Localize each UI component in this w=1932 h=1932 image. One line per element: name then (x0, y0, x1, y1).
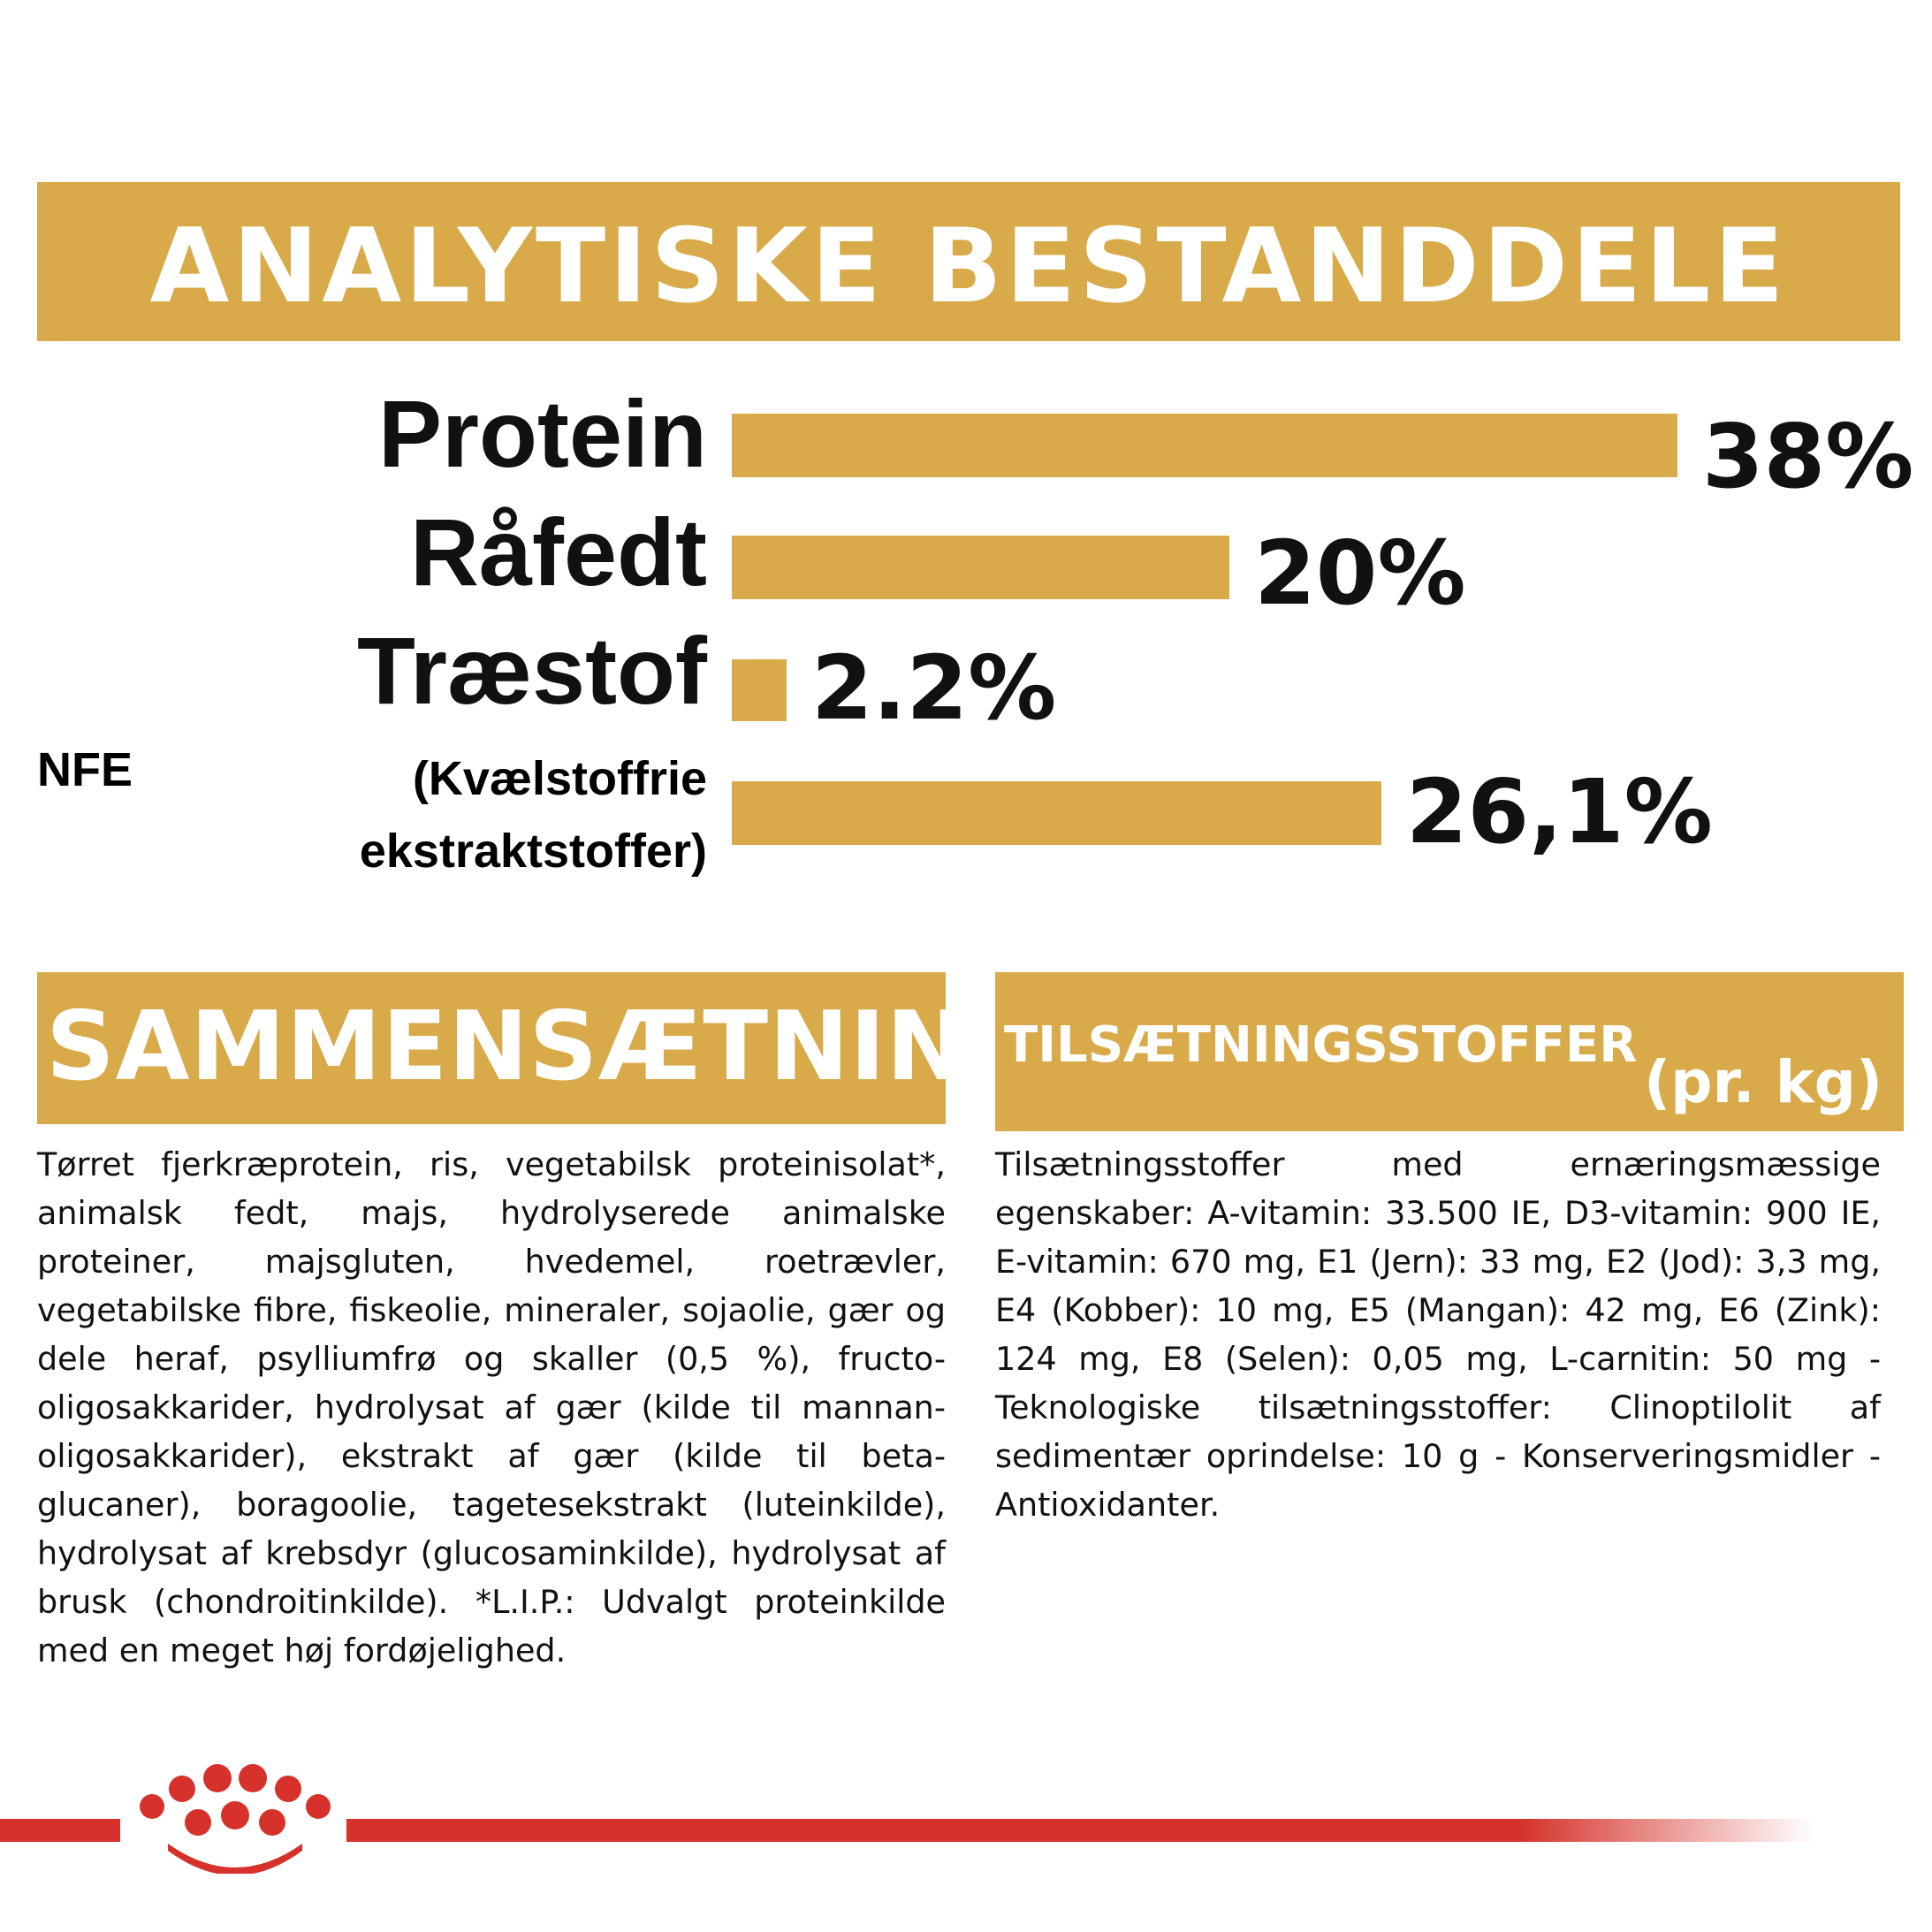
royal-canin-crown-icon (140, 1764, 331, 1874)
page-title: ANALYTISKE BESTANDDELE (149, 207, 1788, 326)
bar-protein (732, 414, 1677, 477)
additives-header: TILSÆTNINGSSTOFFER (pr. kg) (995, 972, 1904, 1131)
bar-label-nfe: (Kvælstoffrie ekstraktstoffer) (360, 742, 707, 887)
bar-label-rafedt: Råfedt (409, 498, 707, 605)
additives-text: Tilsætningsstoffer med ernæringsmæssige … (995, 1145, 1881, 1524)
additives-subtitle: (pr. kg) (1644, 1048, 1883, 1116)
nfe-label-line2: ekstraktstoffer) (359, 825, 707, 878)
nutrient-bar-chart: Protein Råfedt Træstof NFE (Kvælstoffrie… (0, 354, 1932, 901)
brand-line-right (346, 1819, 1814, 1842)
composition-text: Tørret fjerkræprotein, ris, vegetabilsk … (37, 1145, 946, 1670)
footer-brand-line (0, 1759, 1932, 1874)
bar-label-protein: Protein (377, 380, 707, 487)
bar-nfe (732, 781, 1381, 845)
composition-header: SAMMENSÆTNING (37, 972, 1046, 1124)
bar-value-protein: 38% (1702, 405, 1914, 508)
bar-traestof (732, 659, 787, 721)
additives-title: TILSÆTNINGSSTOFFER (1004, 1016, 1638, 1074)
header-band: ANALYTISKE BESTANDDELE (37, 182, 1900, 341)
bar-rafedt (732, 536, 1230, 599)
brand-line-left (0, 1819, 120, 1842)
bar-value-nfe: 26,1% (1405, 760, 1713, 863)
nfe-label-line1: (Kvælstoffrie (412, 752, 707, 805)
composition-title: SAMMENSÆTNING (46, 992, 1046, 1102)
bar-value-traestof: 2.2% (810, 636, 1057, 740)
nfe-prefix: NFE (37, 743, 133, 796)
bar-value-rafedt: 20% (1254, 521, 1466, 625)
bar-label-traestof: Træstof (356, 617, 707, 724)
